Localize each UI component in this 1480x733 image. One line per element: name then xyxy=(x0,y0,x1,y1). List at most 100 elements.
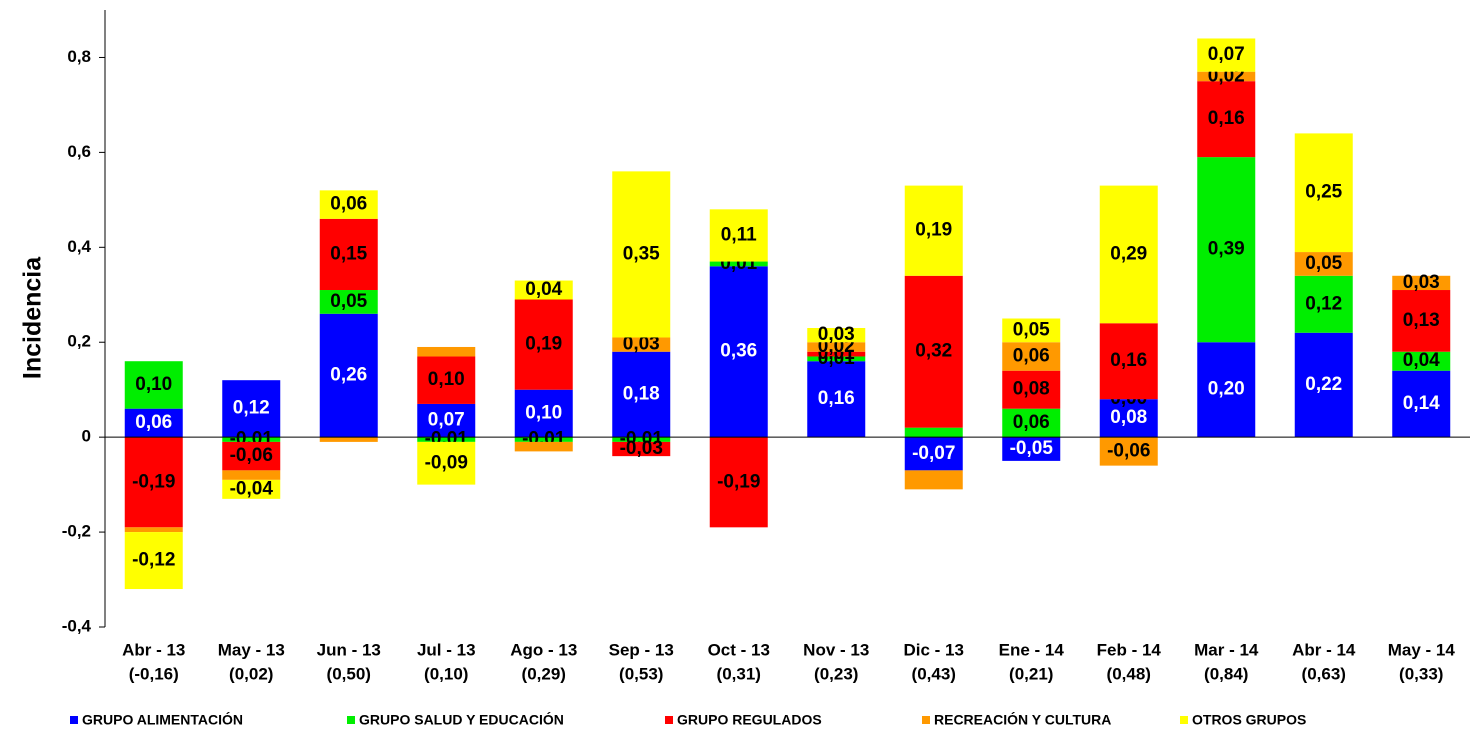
x-total-label: (0,33) xyxy=(1399,664,1443,683)
data-label: 0,12 xyxy=(1305,293,1342,314)
bar-segment xyxy=(319,290,378,314)
bar-segment xyxy=(1294,133,1353,253)
bar-segment xyxy=(417,346,476,357)
x-total-label: (0,23) xyxy=(814,664,858,683)
bar-segment xyxy=(1294,332,1353,438)
data-label: 0,07 xyxy=(1208,44,1245,65)
bar-segment xyxy=(124,361,183,409)
bar-segment xyxy=(1099,323,1158,400)
bar-segment xyxy=(709,266,768,438)
legend-label: GRUPO ALIMENTACIÓN xyxy=(82,711,243,728)
data-label: 0,29 xyxy=(1110,243,1147,264)
data-label: 0,06 xyxy=(1013,412,1050,433)
bar-segment xyxy=(417,403,476,438)
data-label: -0,09 xyxy=(425,452,468,473)
data-label: -0,03 xyxy=(620,438,663,459)
data-label: 0,22 xyxy=(1305,374,1342,395)
bar-segment xyxy=(417,437,476,442)
data-label: 0,05 xyxy=(330,291,367,312)
bar-segment xyxy=(612,437,671,442)
data-label: 0,05 xyxy=(1305,253,1342,274)
bar-segment xyxy=(612,351,671,438)
data-label: 0,08 xyxy=(1013,379,1050,400)
bar-segment xyxy=(514,389,573,438)
x-total-label: (0,48) xyxy=(1107,664,1151,683)
bar-segment xyxy=(1002,370,1061,409)
bar-segment xyxy=(904,275,963,428)
x-tick-label: Abr - 13 xyxy=(122,640,185,659)
bar-segment xyxy=(222,479,281,499)
legend-label: OTROS GRUPOS xyxy=(1192,712,1306,728)
data-label: 0,04 xyxy=(1403,350,1440,371)
data-label: 0,15 xyxy=(330,243,367,264)
x-total-label: (0,31) xyxy=(717,664,761,683)
x-tick-label: Sep - 13 xyxy=(609,640,674,659)
bar-segment xyxy=(1099,437,1158,466)
legend-label: RECREACIÓN Y CULTURA xyxy=(934,711,1111,728)
x-tick-label: Ago - 13 xyxy=(510,640,577,659)
bar-segment xyxy=(1197,157,1256,343)
data-label: 0,08 xyxy=(1110,407,1147,428)
legend-swatch xyxy=(922,716,930,724)
data-label: 0,10 xyxy=(428,369,465,390)
bar-segment xyxy=(612,171,671,338)
bar-segment xyxy=(1197,342,1256,438)
bar-segment xyxy=(319,437,378,442)
data-label: 0,11 xyxy=(721,224,757,245)
bar-segment xyxy=(1002,318,1061,343)
x-tick-label: Dic - 13 xyxy=(904,640,964,659)
x-tick-label: May - 14 xyxy=(1388,640,1456,659)
x-tick-label: Nov - 13 xyxy=(803,640,869,659)
data-label: -0,12 xyxy=(132,550,175,571)
bar-segment xyxy=(904,437,963,471)
data-label: 0,06 xyxy=(330,194,367,215)
data-label: 0,32 xyxy=(915,341,952,362)
y-tick-label: 0 xyxy=(82,427,91,446)
data-label: 0,10 xyxy=(135,374,172,395)
x-tick-label: Mar - 14 xyxy=(1194,640,1259,659)
bar-segment xyxy=(904,470,963,490)
bar-segment xyxy=(1392,351,1451,371)
bar-segment xyxy=(124,532,183,590)
bar-segment xyxy=(1392,370,1451,438)
data-label: -0,19 xyxy=(717,471,760,492)
data-label: 0,25 xyxy=(1305,182,1342,203)
bar-segment xyxy=(709,437,768,528)
data-label: 0,39 xyxy=(1208,239,1245,260)
x-total-label: (0,29) xyxy=(522,664,566,683)
bar-segment xyxy=(1197,38,1256,72)
legend-label: GRUPO SALUD Y EDUCACIÓN xyxy=(359,711,564,728)
data-label: -0,07 xyxy=(912,443,955,464)
data-label: 0,16 xyxy=(1208,108,1245,129)
x-tick-label: Oct - 13 xyxy=(708,640,770,659)
bar-segment xyxy=(807,327,866,343)
bar-segment xyxy=(417,441,476,485)
data-label: 0,16 xyxy=(818,388,855,409)
bar-segment xyxy=(807,351,866,357)
x-total-label: (0,02) xyxy=(229,664,273,683)
data-label: 0,26 xyxy=(330,364,367,385)
bar-segment xyxy=(1197,81,1256,158)
data-label: 0,13 xyxy=(1403,310,1440,331)
x-total-label: (0,43) xyxy=(912,664,956,683)
data-label: 0,14 xyxy=(1403,393,1440,414)
x-tick-label: Ene - 14 xyxy=(999,640,1065,659)
bar-segment xyxy=(319,218,378,291)
legend-swatch xyxy=(70,716,78,724)
data-label: 0,19 xyxy=(525,334,562,355)
bar-segment xyxy=(1002,437,1061,461)
bar-segment xyxy=(222,437,281,442)
bar-segment xyxy=(222,441,281,471)
data-label: 0,36 xyxy=(720,341,757,362)
data-label: 0,10 xyxy=(525,402,562,423)
bar-segment xyxy=(514,299,573,390)
bar-segment xyxy=(1294,252,1353,276)
bar-segment xyxy=(709,209,768,262)
data-label: 0,19 xyxy=(915,220,952,241)
x-tick-label: Feb - 14 xyxy=(1097,640,1162,659)
data-label: 0,12 xyxy=(233,398,270,419)
x-tick-label: Jul - 13 xyxy=(417,640,476,659)
bar-segment xyxy=(417,356,476,404)
bar-segment xyxy=(1099,399,1158,438)
